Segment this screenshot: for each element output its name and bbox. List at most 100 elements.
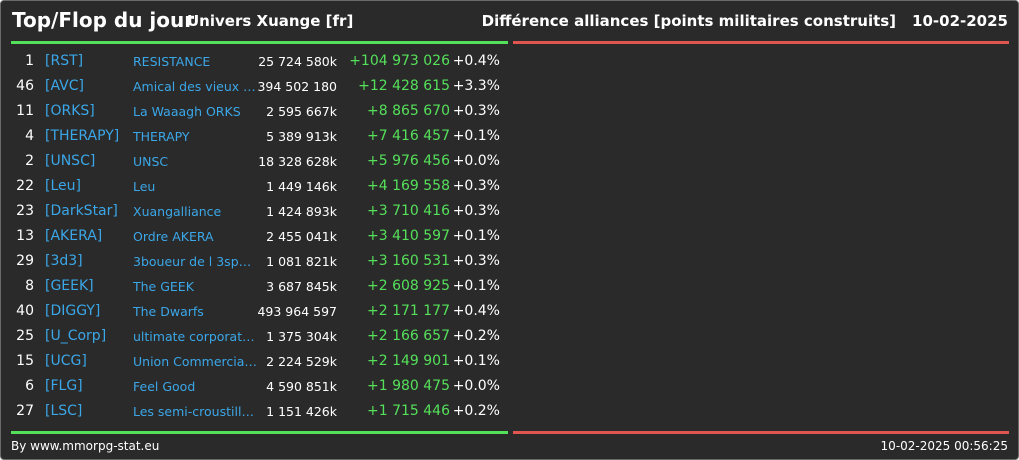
alliance-name-link[interactable]: UNSC bbox=[133, 154, 169, 169]
alliance-name-link[interactable]: La Waaagh ORKS bbox=[133, 104, 241, 119]
rank-cell: 22 bbox=[16, 178, 34, 194]
rank-cell: 1 bbox=[25, 53, 34, 69]
percent-cell: +0.1% bbox=[452, 278, 500, 294]
percent-cell: +0.1% bbox=[452, 128, 500, 144]
points-cell: 5 389 913k bbox=[266, 129, 337, 144]
rank-cell: 4 bbox=[25, 128, 34, 144]
points-cell: 4 590 851k bbox=[266, 379, 337, 394]
percent-cell: +0.4% bbox=[452, 303, 500, 319]
table-row: 2 [UNSC] UNSC 18 328 628k +5 976 456 +0.0% bbox=[11, 149, 511, 174]
alliance-tag-link[interactable]: [UNSC] bbox=[45, 153, 96, 169]
ranking-date: 10-02-2025 bbox=[912, 12, 1008, 30]
alliance-tag-link[interactable]: [LSC] bbox=[45, 403, 83, 419]
rank-cell: 15 bbox=[16, 353, 34, 369]
alliance-name-link[interactable]: RESISTANCE bbox=[133, 54, 211, 69]
flop-divider-bottom bbox=[513, 431, 1009, 434]
ranking-title: Différence alliances [points militaires … bbox=[482, 12, 1008, 30]
table-row: 6 [FLG] Feel Good 4 590 851k +1 980 475 +0.0% bbox=[11, 374, 511, 399]
alliance-name-link[interactable]: Leu bbox=[133, 179, 156, 194]
table-row: 23 [DarkStar] Xuangalliance 1 424 893k +3 71… bbox=[11, 199, 511, 224]
source-link[interactable]: By www.mmorpg-stat.eu bbox=[11, 439, 160, 453]
points-cell: 3 687 845k bbox=[266, 279, 337, 294]
points-cell: 1 449 146k bbox=[266, 179, 337, 194]
points-cell: 1 424 893k bbox=[266, 204, 337, 219]
points-cell: 25 724 580k bbox=[258, 54, 337, 69]
points-cell: 1 151 426k bbox=[266, 404, 337, 419]
alliance-tag-link[interactable]: [UCG] bbox=[45, 353, 87, 369]
rank-cell: 23 bbox=[16, 203, 34, 219]
alliance-name-link[interactable]: 3boueur de l 3space bbox=[133, 254, 257, 269]
difference-cell: +5 976 456 bbox=[367, 153, 450, 169]
points-cell: 18 328 628k bbox=[258, 154, 337, 169]
alliance-tag-link[interactable]: [Leu] bbox=[45, 178, 81, 194]
alliance-name-link[interactable]: Union Commerciale... bbox=[133, 354, 257, 369]
rank-cell: 13 bbox=[16, 228, 34, 244]
difference-cell: +4 169 558 bbox=[367, 178, 450, 194]
alliance-tag-link[interactable]: [THERAPY] bbox=[45, 128, 120, 144]
alliance-name-link[interactable]: The GEEK bbox=[133, 279, 194, 294]
table-row: 15 [UCG] Union Commerciale... 2 224 529k +2 … bbox=[11, 349, 511, 374]
top-gainers-table: 1 [RST] RESISTANCE 25 724 580k +104 973 026 +… bbox=[11, 49, 511, 424]
difference-cell: +12 428 615 bbox=[358, 78, 450, 94]
alliance-tag-link[interactable]: [GEEK] bbox=[45, 278, 94, 294]
alliance-name-link[interactable]: Ordre AKERA bbox=[133, 229, 214, 244]
alliance-tag-link[interactable]: [FLG] bbox=[45, 378, 83, 394]
alliance-tag-link[interactable]: [DarkStar] bbox=[45, 203, 118, 219]
alliance-tag-link[interactable]: [ORKS] bbox=[45, 103, 95, 119]
percent-cell: +0.3% bbox=[452, 203, 500, 219]
percent-cell: +0.0% bbox=[452, 378, 500, 394]
percent-cell: +0.1% bbox=[452, 353, 500, 369]
flop-divider-top bbox=[513, 41, 1009, 44]
rank-cell: 27 bbox=[16, 403, 34, 419]
difference-cell: +2 171 177 bbox=[367, 303, 450, 319]
alliance-name-link[interactable]: Feel Good bbox=[133, 379, 196, 394]
percent-cell: +3.3% bbox=[452, 78, 500, 94]
table-row: 27 [LSC] Les semi-croustilla... 1 151 426k +… bbox=[11, 399, 511, 424]
points-cell: 2 595 667k bbox=[266, 104, 337, 119]
rank-cell: 2 bbox=[25, 153, 34, 169]
header: Top/Flop du jour Univers Xuange [fr] Dif… bbox=[1, 1, 1018, 41]
rank-cell: 25 bbox=[16, 328, 34, 344]
alliance-name-link[interactable]: The Dwarfs bbox=[133, 304, 204, 319]
difference-cell: +2 149 901 bbox=[367, 353, 450, 369]
percent-cell: +0.1% bbox=[452, 228, 500, 244]
generated-timestamp: 10-02-2025 00:56:25 bbox=[880, 439, 1008, 453]
rank-cell: 29 bbox=[16, 253, 34, 269]
points-cell: 2 455 041k bbox=[266, 229, 337, 244]
alliance-tag-link[interactable]: [U_Corp] bbox=[45, 328, 107, 344]
alliance-tag-link[interactable]: [DIGGY] bbox=[45, 303, 101, 319]
table-row: 13 [AKERA] Ordre AKERA 2 455 041k +3 410 597… bbox=[11, 224, 511, 249]
percent-cell: +0.2% bbox=[452, 328, 500, 344]
difference-cell: +2 166 657 bbox=[367, 328, 450, 344]
points-cell: 1 375 304k bbox=[266, 329, 337, 344]
difference-cell: +2 608 925 bbox=[367, 278, 450, 294]
percent-cell: +0.3% bbox=[452, 253, 500, 269]
points-cell: 493 964 597 bbox=[257, 304, 337, 319]
top-divider-top bbox=[11, 41, 508, 44]
difference-cell: +3 160 531 bbox=[367, 253, 450, 269]
rank-cell: 40 bbox=[16, 303, 34, 319]
percent-cell: +0.3% bbox=[452, 103, 500, 119]
alliance-name-link[interactable]: ultimate corporation bbox=[133, 329, 257, 344]
universe-label: Univers Xuange [fr] bbox=[187, 12, 354, 30]
alliance-tag-link[interactable]: [RST] bbox=[45, 53, 84, 69]
rank-cell: 11 bbox=[16, 103, 34, 119]
alliance-name-link[interactable]: THERAPY bbox=[133, 129, 190, 144]
rank-cell: 6 bbox=[25, 378, 34, 394]
table-row: 1 [RST] RESISTANCE 25 724 580k +104 973 026 +… bbox=[11, 49, 511, 74]
page-title: Top/Flop du jour bbox=[12, 8, 195, 32]
percent-cell: +0.4% bbox=[452, 53, 500, 69]
alliance-tag-link[interactable]: [3d3] bbox=[45, 253, 83, 269]
percent-cell: +0.3% bbox=[452, 178, 500, 194]
alliance-tag-link[interactable]: [AVC] bbox=[45, 78, 84, 94]
table-row: 25 [U_Corp] ultimate corporation 1 375 304k… bbox=[11, 324, 511, 349]
table-row: 11 [ORKS] La Waaagh ORKS 2 595 667k +8 865 6… bbox=[11, 99, 511, 124]
alliance-name-link[interactable]: Xuangalliance bbox=[133, 204, 222, 219]
difference-cell: +8 865 670 bbox=[367, 103, 450, 119]
points-cell: 2 224 529k bbox=[266, 354, 337, 369]
table-row: 40 [DIGGY] The Dwarfs 493 964 597 +2 171 177… bbox=[11, 299, 511, 324]
alliance-tag-link[interactable]: [AKERA] bbox=[45, 228, 103, 244]
alliance-name-link[interactable]: Amical des vieux con bbox=[133, 79, 257, 94]
alliance-name-link[interactable]: Les semi-croustilla... bbox=[133, 404, 257, 419]
